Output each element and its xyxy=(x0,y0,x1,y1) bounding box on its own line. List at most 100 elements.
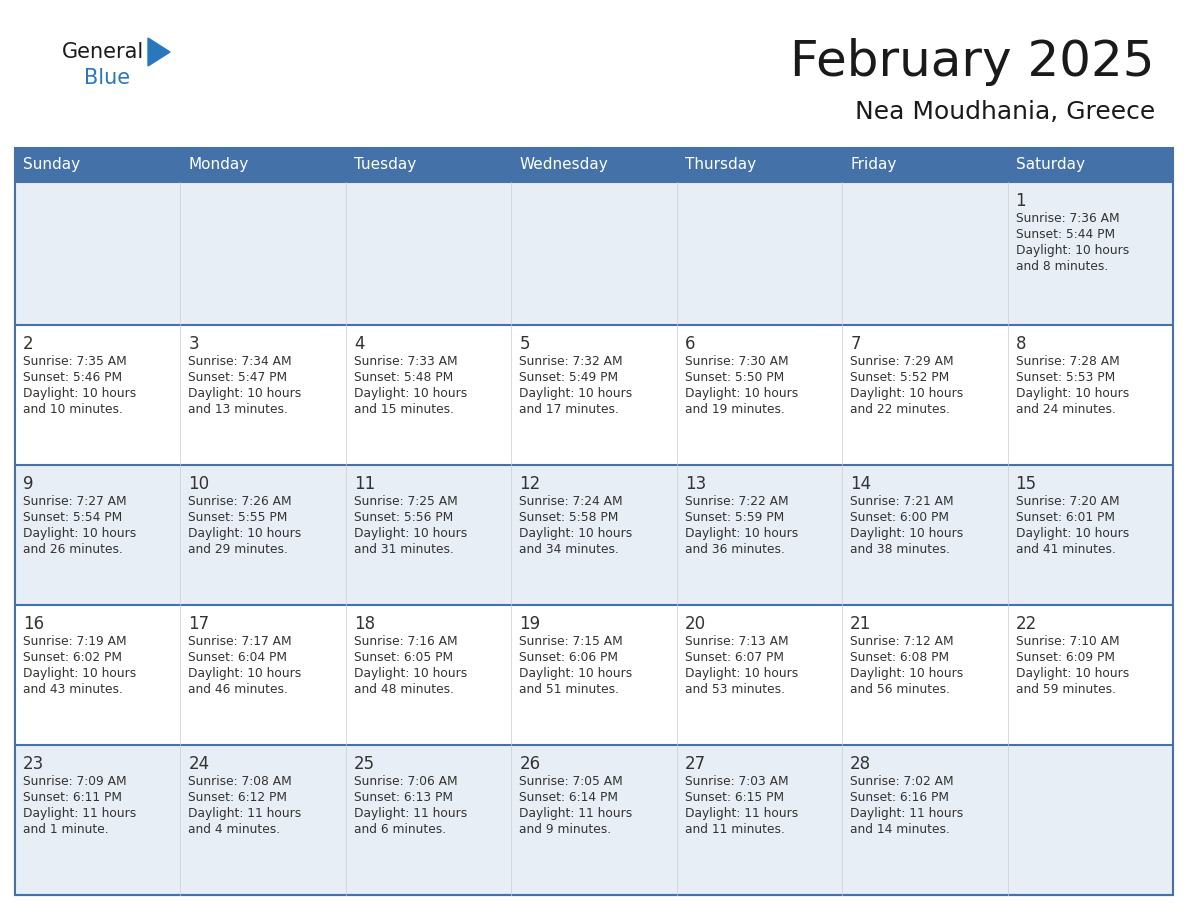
Text: Sunrise: 7:19 AM: Sunrise: 7:19 AM xyxy=(23,635,127,648)
Text: 17: 17 xyxy=(189,615,209,633)
Text: and 31 minutes.: and 31 minutes. xyxy=(354,543,454,556)
Text: Daylight: 10 hours: Daylight: 10 hours xyxy=(354,387,467,400)
Text: and 14 minutes.: and 14 minutes. xyxy=(851,823,950,836)
Text: and 13 minutes.: and 13 minutes. xyxy=(189,403,289,416)
Text: Sunrise: 7:05 AM: Sunrise: 7:05 AM xyxy=(519,775,623,788)
Text: Sunset: 5:46 PM: Sunset: 5:46 PM xyxy=(23,371,122,384)
Text: Sunset: 6:05 PM: Sunset: 6:05 PM xyxy=(354,651,453,664)
Text: Sunset: 6:07 PM: Sunset: 6:07 PM xyxy=(684,651,784,664)
Text: 23: 23 xyxy=(23,755,44,773)
Text: 20: 20 xyxy=(684,615,706,633)
Text: and 56 minutes.: and 56 minutes. xyxy=(851,683,950,696)
Text: Sunrise: 7:08 AM: Sunrise: 7:08 AM xyxy=(189,775,292,788)
Text: Daylight: 10 hours: Daylight: 10 hours xyxy=(354,667,467,680)
Text: Sunset: 6:11 PM: Sunset: 6:11 PM xyxy=(23,791,122,804)
Text: Sunrise: 7:03 AM: Sunrise: 7:03 AM xyxy=(684,775,789,788)
Text: 3: 3 xyxy=(189,335,200,353)
Text: 12: 12 xyxy=(519,475,541,493)
Text: and 6 minutes.: and 6 minutes. xyxy=(354,823,446,836)
Text: Sunset: 6:14 PM: Sunset: 6:14 PM xyxy=(519,791,618,804)
Text: 27: 27 xyxy=(684,755,706,773)
Text: 5: 5 xyxy=(519,335,530,353)
Text: Nea Moudhania, Greece: Nea Moudhania, Greece xyxy=(854,100,1155,124)
Text: and 38 minutes.: and 38 minutes. xyxy=(851,543,950,556)
Text: Daylight: 10 hours: Daylight: 10 hours xyxy=(684,527,798,540)
Text: and 36 minutes.: and 36 minutes. xyxy=(684,543,784,556)
Text: Sunset: 6:02 PM: Sunset: 6:02 PM xyxy=(23,651,122,664)
Text: Daylight: 10 hours: Daylight: 10 hours xyxy=(684,387,798,400)
Text: and 11 minutes.: and 11 minutes. xyxy=(684,823,784,836)
Text: Daylight: 10 hours: Daylight: 10 hours xyxy=(684,667,798,680)
Text: 18: 18 xyxy=(354,615,375,633)
Text: Sunrise: 7:20 AM: Sunrise: 7:20 AM xyxy=(1016,495,1119,508)
Bar xyxy=(15,325,1173,465)
Text: 16: 16 xyxy=(23,615,44,633)
Text: Sunrise: 7:24 AM: Sunrise: 7:24 AM xyxy=(519,495,623,508)
Text: Daylight: 11 hours: Daylight: 11 hours xyxy=(519,807,632,820)
Text: Sunrise: 7:10 AM: Sunrise: 7:10 AM xyxy=(1016,635,1119,648)
Text: and 17 minutes.: and 17 minutes. xyxy=(519,403,619,416)
Text: Sunset: 5:49 PM: Sunset: 5:49 PM xyxy=(519,371,619,384)
Text: Sunrise: 7:30 AM: Sunrise: 7:30 AM xyxy=(684,355,789,368)
Text: 6: 6 xyxy=(684,335,695,353)
Text: 4: 4 xyxy=(354,335,365,353)
Text: Daylight: 10 hours: Daylight: 10 hours xyxy=(189,527,302,540)
Text: Sunrise: 7:15 AM: Sunrise: 7:15 AM xyxy=(519,635,623,648)
Text: and 9 minutes.: and 9 minutes. xyxy=(519,823,612,836)
Text: 2: 2 xyxy=(23,335,33,353)
Bar xyxy=(511,148,677,182)
Text: Daylight: 11 hours: Daylight: 11 hours xyxy=(354,807,467,820)
Bar xyxy=(677,148,842,182)
Text: Sunrise: 7:34 AM: Sunrise: 7:34 AM xyxy=(189,355,292,368)
Text: Sunset: 5:44 PM: Sunset: 5:44 PM xyxy=(1016,228,1114,241)
Text: Sunrise: 7:29 AM: Sunrise: 7:29 AM xyxy=(851,355,954,368)
Text: Daylight: 10 hours: Daylight: 10 hours xyxy=(1016,667,1129,680)
Text: Daylight: 11 hours: Daylight: 11 hours xyxy=(684,807,798,820)
Text: and 19 minutes.: and 19 minutes. xyxy=(684,403,784,416)
Text: 14: 14 xyxy=(851,475,871,493)
Bar xyxy=(1007,148,1173,182)
Text: and 24 minutes.: and 24 minutes. xyxy=(1016,403,1116,416)
Text: Sunrise: 7:33 AM: Sunrise: 7:33 AM xyxy=(354,355,457,368)
Text: and 59 minutes.: and 59 minutes. xyxy=(1016,683,1116,696)
Text: and 22 minutes.: and 22 minutes. xyxy=(851,403,950,416)
Text: Daylight: 10 hours: Daylight: 10 hours xyxy=(851,667,963,680)
Text: 7: 7 xyxy=(851,335,860,353)
Bar xyxy=(181,148,346,182)
Text: and 34 minutes.: and 34 minutes. xyxy=(519,543,619,556)
Text: Daylight: 10 hours: Daylight: 10 hours xyxy=(851,387,963,400)
Text: and 41 minutes.: and 41 minutes. xyxy=(1016,543,1116,556)
Text: Sunset: 5:58 PM: Sunset: 5:58 PM xyxy=(519,511,619,524)
Text: and 15 minutes.: and 15 minutes. xyxy=(354,403,454,416)
Bar xyxy=(346,148,511,182)
Text: Sunset: 5:48 PM: Sunset: 5:48 PM xyxy=(354,371,453,384)
Text: Sunrise: 7:28 AM: Sunrise: 7:28 AM xyxy=(1016,355,1119,368)
Text: Daylight: 10 hours: Daylight: 10 hours xyxy=(1016,387,1129,400)
Text: 19: 19 xyxy=(519,615,541,633)
Text: Sunset: 5:52 PM: Sunset: 5:52 PM xyxy=(851,371,949,384)
Text: Sunrise: 7:25 AM: Sunrise: 7:25 AM xyxy=(354,495,457,508)
Polygon shape xyxy=(148,38,170,66)
Bar xyxy=(15,148,1173,895)
Text: Sunset: 6:16 PM: Sunset: 6:16 PM xyxy=(851,791,949,804)
Text: Daylight: 11 hours: Daylight: 11 hours xyxy=(851,807,963,820)
Text: Sunrise: 7:02 AM: Sunrise: 7:02 AM xyxy=(851,775,954,788)
Text: Daylight: 11 hours: Daylight: 11 hours xyxy=(23,807,137,820)
Text: Sunset: 5:55 PM: Sunset: 5:55 PM xyxy=(189,511,287,524)
Text: General: General xyxy=(62,42,144,62)
Text: Daylight: 11 hours: Daylight: 11 hours xyxy=(189,807,302,820)
Text: 9: 9 xyxy=(23,475,33,493)
Text: and 26 minutes.: and 26 minutes. xyxy=(23,543,122,556)
Text: Daylight: 10 hours: Daylight: 10 hours xyxy=(519,387,632,400)
Text: Sunset: 6:01 PM: Sunset: 6:01 PM xyxy=(1016,511,1114,524)
Text: Sunset: 6:12 PM: Sunset: 6:12 PM xyxy=(189,791,287,804)
Text: 8: 8 xyxy=(1016,335,1026,353)
Text: Daylight: 10 hours: Daylight: 10 hours xyxy=(189,387,302,400)
Text: Thursday: Thursday xyxy=(684,158,756,173)
Text: 1: 1 xyxy=(1016,192,1026,210)
Text: 26: 26 xyxy=(519,755,541,773)
Text: Sunrise: 7:13 AM: Sunrise: 7:13 AM xyxy=(684,635,789,648)
Bar xyxy=(15,465,1173,605)
Text: Sunrise: 7:35 AM: Sunrise: 7:35 AM xyxy=(23,355,127,368)
Text: and 4 minutes.: and 4 minutes. xyxy=(189,823,280,836)
